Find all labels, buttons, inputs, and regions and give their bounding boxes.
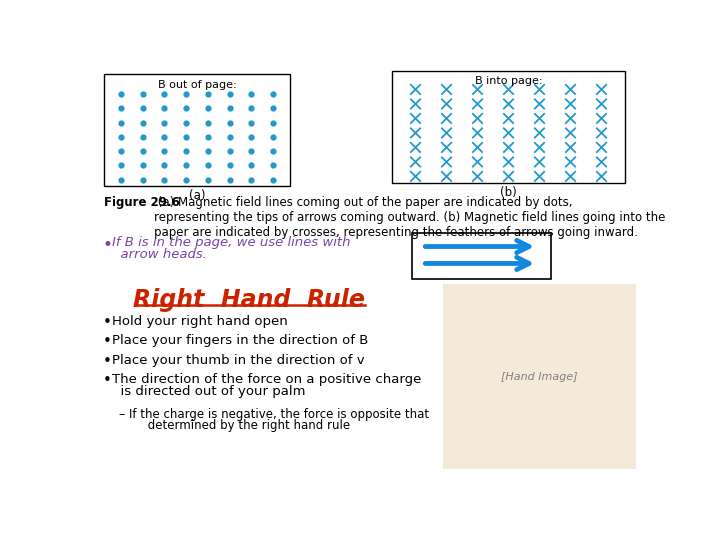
- Text: Figure 29.6: Figure 29.6: [104, 195, 180, 208]
- Text: •: •: [102, 315, 112, 330]
- Bar: [443, 284, 636, 469]
- Text: If the charge is negative, the force is opposite that: If the charge is negative, the force is …: [129, 408, 429, 421]
- Text: •: •: [102, 236, 112, 254]
- Text: •: •: [102, 354, 112, 368]
- Text: determined by the right hand rule: determined by the right hand rule: [129, 419, 350, 432]
- Text: arrow heads.: arrow heads.: [112, 248, 207, 261]
- Text: Place your fingers in the direction of B: Place your fingers in the direction of B: [112, 334, 368, 347]
- Bar: [104, 74, 290, 186]
- Text: is directed out of your palm: is directed out of your palm: [112, 385, 305, 398]
- Text: Right  Hand  Rule: Right Hand Rule: [133, 288, 365, 312]
- Text: (a) Magnetic field lines coming out of the paper are indicated by dots,
represen: (a) Magnetic field lines coming out of t…: [154, 195, 666, 239]
- Bar: [392, 71, 625, 183]
- Text: B out of page:: B out of page:: [158, 80, 236, 90]
- Text: •: •: [102, 373, 112, 388]
- Text: If B is in the page, we use lines with: If B is in the page, we use lines with: [112, 236, 350, 249]
- Text: (a): (a): [189, 189, 205, 202]
- Text: (b): (b): [500, 186, 517, 199]
- Text: [Hand Image]: [Hand Image]: [501, 372, 578, 382]
- Text: Place your thumb in the direction of v: Place your thumb in the direction of v: [112, 354, 364, 367]
- Bar: [412, 233, 551, 279]
- Text: The direction of the force on a positive charge: The direction of the force on a positive…: [112, 373, 421, 386]
- Text: B into page:: B into page:: [474, 76, 542, 85]
- Text: Hold your right hand open: Hold your right hand open: [112, 315, 287, 328]
- Text: •: •: [102, 334, 112, 349]
- Text: –: –: [118, 408, 124, 421]
